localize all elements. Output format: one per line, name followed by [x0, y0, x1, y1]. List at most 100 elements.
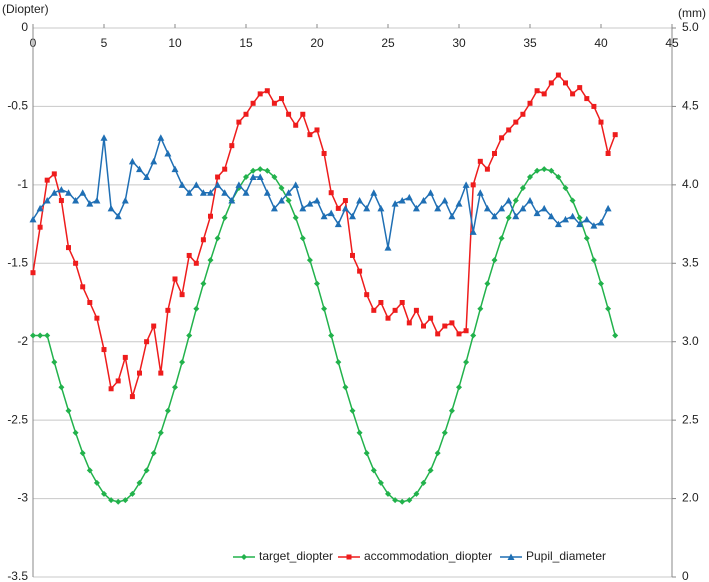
data-point [242, 189, 250, 196]
data-point [221, 214, 228, 221]
data-point [527, 174, 533, 181]
data-point [584, 96, 590, 102]
data-point [313, 197, 321, 204]
data-point [129, 490, 136, 497]
data-point [80, 284, 86, 290]
data-point [321, 305, 328, 312]
legend-marker [346, 554, 352, 560]
data-point [562, 215, 569, 223]
data-point [370, 467, 377, 474]
x-tick-label: 40 [594, 36, 608, 50]
data-point [199, 189, 207, 196]
data-point [548, 167, 555, 174]
data-point [477, 305, 484, 312]
data-point [370, 189, 378, 196]
y2-tick-label: 3.0 [682, 334, 699, 348]
y-axis-title: (Diopter) [2, 2, 49, 16]
data-point [441, 429, 448, 436]
data-point [172, 384, 178, 391]
data-point [214, 235, 221, 242]
data-point [300, 111, 306, 117]
data-point [29, 215, 37, 223]
y2-tick-label: 2.0 [682, 491, 699, 505]
data-point [143, 173, 151, 181]
data-point [327, 209, 335, 217]
y2-tick-label: 0 [682, 569, 689, 582]
data-point [128, 157, 136, 165]
data-point [66, 245, 71, 251]
data-point [236, 119, 242, 125]
data-point [178, 181, 186, 188]
data-point [157, 429, 164, 436]
data-point [263, 189, 271, 196]
data-point [349, 407, 356, 414]
data-point [470, 182, 476, 188]
data-point [200, 280, 207, 287]
data-point [576, 214, 583, 221]
data-point [427, 189, 435, 196]
data-point [306, 257, 313, 264]
x-tick-label: 15 [239, 36, 253, 50]
data-point [541, 166, 548, 173]
data-point [377, 479, 384, 486]
data-point [505, 214, 512, 221]
data-point [122, 497, 129, 504]
data-point [357, 268, 363, 274]
data-point [350, 252, 355, 258]
data-point [250, 100, 256, 106]
data-point [137, 370, 142, 376]
data-point [51, 171, 57, 177]
data-point [228, 197, 236, 204]
data-point [506, 127, 512, 133]
data-point [292, 181, 300, 188]
data-point [590, 257, 597, 264]
data-point [356, 429, 363, 436]
data-point [179, 292, 185, 298]
data-point [157, 134, 165, 141]
data-point [491, 212, 498, 220]
y-tick-label: -2.5 [7, 412, 28, 426]
data-point [612, 332, 619, 339]
data-point [335, 359, 342, 366]
data-point [51, 359, 58, 366]
data-point [222, 166, 228, 172]
legend-label: target_diopter [259, 549, 333, 563]
data-point [115, 498, 122, 505]
data-point [427, 467, 434, 474]
data-point [563, 80, 568, 86]
legend-label: accommodation_diopter [364, 549, 492, 563]
data-point [278, 197, 285, 204]
data-point [229, 143, 235, 149]
data-point [378, 300, 384, 305]
data-point [79, 450, 86, 457]
data-point [243, 174, 249, 181]
data-point [307, 132, 313, 138]
data-point [598, 280, 604, 287]
data-point [164, 149, 172, 157]
data-point [172, 276, 178, 282]
data-point [534, 88, 540, 94]
y2-axis-title: (mm) [678, 6, 706, 20]
data-point [94, 315, 100, 321]
y-tick-label: -3.5 [7, 569, 28, 582]
data-point [43, 197, 51, 204]
data-point [115, 378, 121, 384]
data-point [512, 212, 520, 220]
data-point [392, 497, 399, 504]
data-point [278, 184, 285, 191]
data-point [527, 100, 533, 106]
data-point [570, 91, 576, 97]
data-point [385, 315, 391, 321]
data-point [136, 165, 143, 173]
data-point [541, 91, 547, 97]
y-tick-label: -1 [17, 177, 28, 191]
series-line [32, 73, 616, 397]
data-point [328, 190, 334, 196]
data-point [36, 204, 44, 212]
data-point [470, 332, 477, 339]
legend-marker [507, 553, 515, 560]
data-point [257, 91, 263, 97]
data-point [37, 224, 43, 230]
data-point [150, 450, 157, 457]
data-point [384, 244, 392, 251]
